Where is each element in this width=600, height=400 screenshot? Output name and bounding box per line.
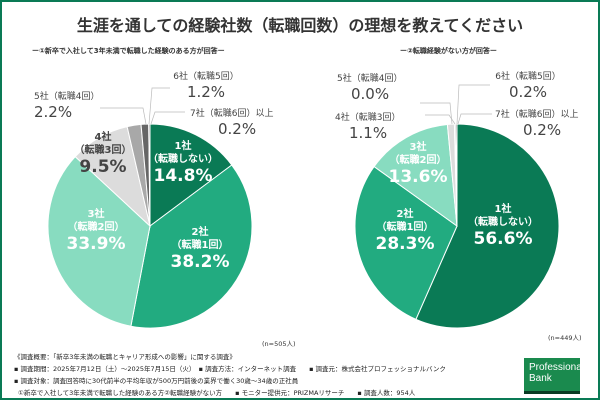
right-label-7: 7社（転職6回）以上 0.2% <box>495 110 579 139</box>
left-label-4: 4社 （転職3回） 9.5% <box>74 132 132 177</box>
right-label-6: 6社（転職5回） 0.2% <box>495 72 561 101</box>
right-sample-size: (n=449人) <box>548 334 582 342</box>
leader-line <box>148 87 170 125</box>
survey-period: ▪ 調査期間：2025年7月12日（土）～2025年7月15日（火） ▪ 調査方… <box>14 365 446 373</box>
left-label-5: 5社（転職4回） 2.2% <box>34 92 100 121</box>
right-chart-subtitle: ー②転職経験がない方が回答ー <box>400 47 497 55</box>
pie2-slice-2 <box>354 165 458 321</box>
right-label-1: 1社 （転職しない） 56.6% <box>468 204 538 249</box>
survey-target: ▪ 調査対象：調査回答時に30代前半の平均年収が500万円前後の業界で働く30歳… <box>14 377 299 385</box>
leader-line <box>425 114 456 125</box>
left-label-7: 7社（転職6回）以上 0.2% <box>190 109 274 138</box>
right-label-4: 4社（転職3回） 1.1% <box>335 113 401 142</box>
survey-overview: 《調査概要：「新卒3年未満の転職とキャリア形成への影響」に関する調査》 <box>14 353 236 361</box>
left-label-2: 2社 （転職1回） 38.2% <box>170 227 230 272</box>
pie1-slice-3 <box>47 155 151 327</box>
leader-line <box>150 111 185 125</box>
left-label-6: 6社（転職5回） 1.2% <box>173 72 239 101</box>
left-chart-subtitle: ー①新卒で入社して3年未満で転職した経験のある方が回答ー <box>32 47 225 55</box>
left-label-3: 3社 （転職2回） 33.9% <box>66 209 126 254</box>
right-label-3: 3社 （転職2回） 13.6% <box>388 142 448 187</box>
pie2-slice-7 <box>455 123 458 227</box>
leader-line <box>457 113 492 125</box>
pie2-slice-1 <box>415 123 560 329</box>
page-title: 生涯を通しての経験社数（転職回数）の理想を教えてください <box>76 16 524 35</box>
right-label-5: 5社（転職4回） 0.0% <box>337 74 403 103</box>
left-sample-size: (n=505人) <box>262 340 296 348</box>
pie1-slice-7 <box>148 123 151 227</box>
left-label-1: 1社 （転職しない） 14.8% <box>148 141 218 186</box>
survey-respondents: ①新卒で入社して3年未満で転職した経験のある方②転職経験がない方 ▪ モニター提… <box>18 389 416 397</box>
leader-line <box>456 84 490 125</box>
professional-bank-logo: Professional Bank <box>524 358 584 394</box>
leader-line <box>420 102 453 125</box>
pie1-slice-2 <box>130 164 253 329</box>
pie2-slice-3 <box>373 123 458 228</box>
right-label-2: 2社 （転職1回） 28.3% <box>375 209 435 254</box>
pie1-slice-1 <box>149 123 233 227</box>
leader-line <box>100 107 147 125</box>
